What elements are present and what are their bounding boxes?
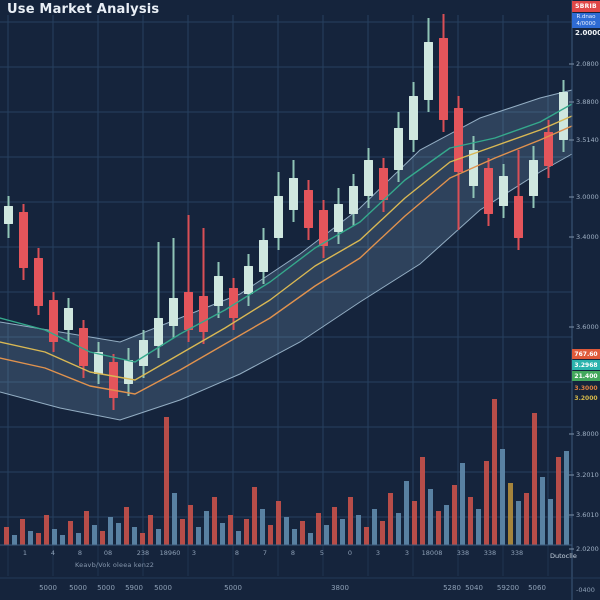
axis-right-note: Dutoclle [550,552,577,560]
x-axis-label: 5040 [465,584,483,592]
ma-fast-line [0,103,573,363]
x-tick-label: 238 [136,549,150,557]
ma-mid-line [0,115,573,381]
info-badge-line1: R.dnao [576,13,596,20]
axis-note: Keavb/Vok oleea kenz2 [75,561,155,569]
x-tick-label: 338 [510,549,524,557]
top-price-value: 2.0000 [575,29,600,37]
value-badge: 3.2000 [574,394,598,402]
x-axis-label: 5060 [528,584,546,592]
info-badge-line2: 4/0000 [576,20,596,27]
candles [4,14,568,410]
x-tick-label: 5 [319,549,325,557]
info-badge: R.dnao 4/0000 [572,13,600,28]
x-tick-label: 18008 [421,549,443,557]
alert-badge: SBRIB [572,1,600,12]
volume-bars [4,399,569,545]
x-tick-label: 7 [262,549,268,557]
x-tick-label: 08 [103,549,113,557]
x-axis-label: 5280 [443,584,461,592]
x-tick-label: 4 [50,549,56,557]
value-badge: 3.3000 [574,384,598,392]
price-label: 3.4000 [576,233,599,241]
price-label: 3.6000 [576,323,599,331]
x-axis-label: 3800 [331,584,349,592]
x-tick-label: 8 [77,549,83,557]
value-badge: 767.60 [572,349,600,359]
ma-slow-line [0,125,573,395]
x-axis-label: 5000 [224,584,242,592]
x-tick-label: 8 [234,549,240,557]
x-axis-label: 59200 [496,584,520,592]
x-tick-label: 3 [191,549,197,557]
x-axis-label: 5000 [39,584,57,592]
x-axis-label: 5900 [125,584,143,592]
x-axis-label: 5000 [154,584,172,592]
x-tick-label: 18960 [159,549,181,557]
x-tick-label: 3 [404,549,410,557]
price-label: 3.8000 [576,430,599,438]
x-tick-label: 338 [483,549,497,557]
x-axis-label: 5000 [97,584,115,592]
price-label: 3.8800 [576,98,599,106]
price-label: 3.6010 [576,511,599,519]
value-badge: 3.2968 [572,360,600,370]
x-tick-label: 1 [22,549,28,557]
x-axis-label: 5000 [69,584,87,592]
price-label: 2.0200 [576,545,599,553]
price-label: 3.5140 [576,136,599,144]
corner-label: -0400 [576,586,595,594]
x-tick-label: 0 [347,549,353,557]
x-tick-label: 338 [456,549,470,557]
price-label: 3.0000 [576,193,599,201]
x-tick-label: 3 [375,549,381,557]
price-label: 2.0800 [576,60,599,68]
x-tick-label: 8 [290,549,296,557]
page-title: Use Market Analysis [7,2,160,17]
value-badge: 21.400 [572,371,600,381]
price-label: 3.2010 [576,471,599,479]
